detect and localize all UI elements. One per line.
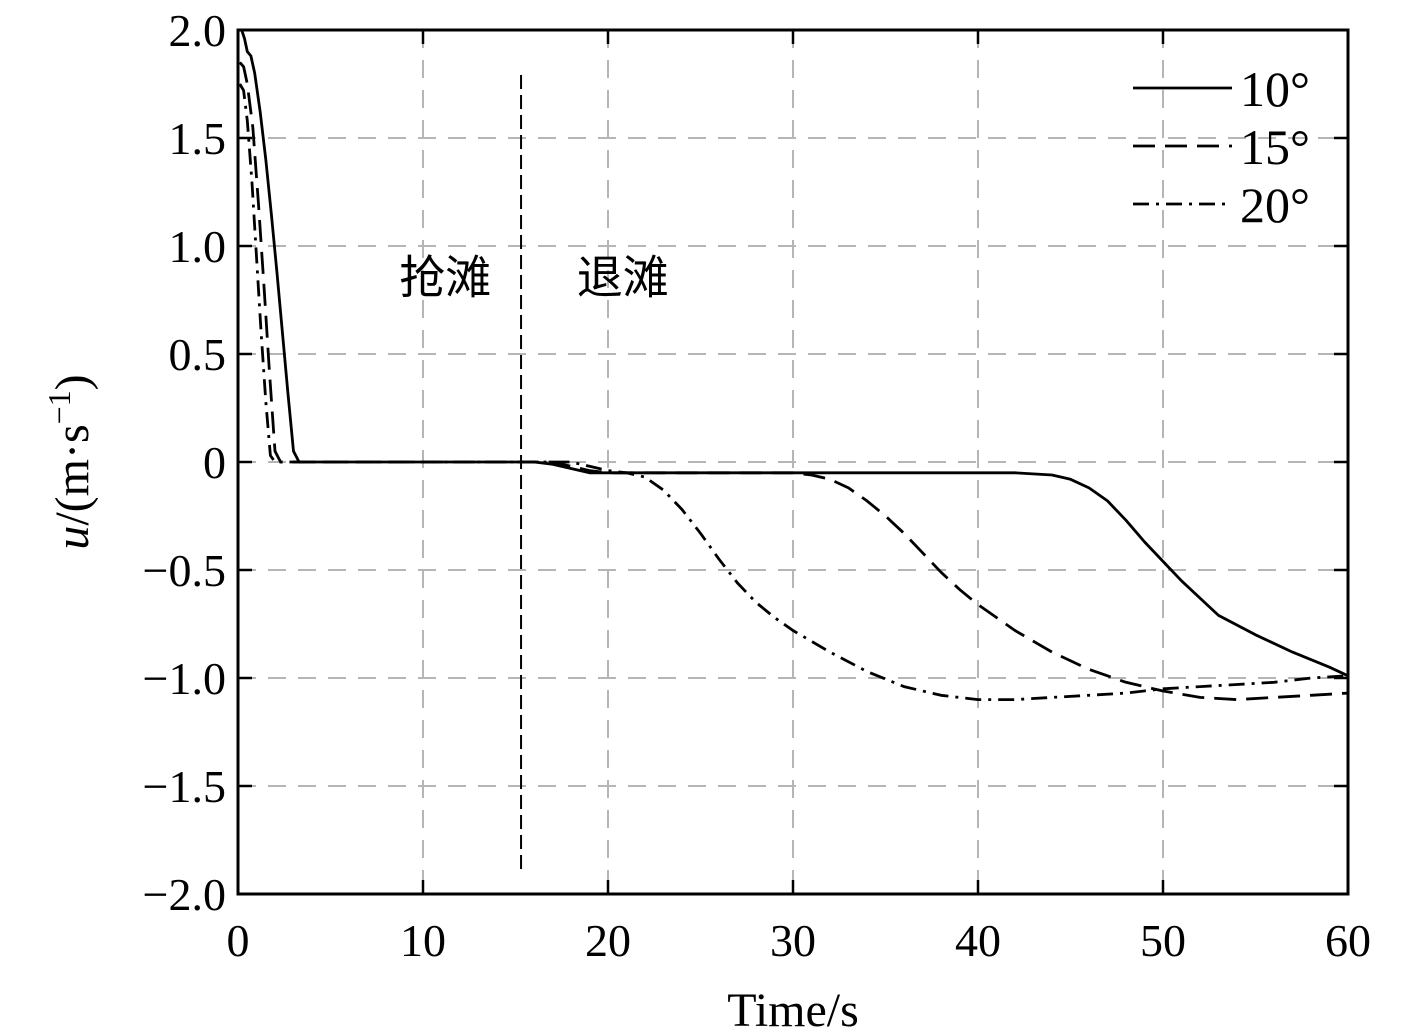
x-axis-title: Time/s (727, 984, 859, 1035)
x-tick-label: 30 (770, 915, 816, 966)
x-tick-label: 0 (227, 915, 250, 966)
y-axis-unit: /(m·s (46, 424, 99, 525)
y-tick-label: −2.0 (143, 869, 226, 920)
annotations: 抢滩 退滩 (399, 251, 669, 305)
series-line-0 (240, 29, 1349, 678)
y-tick-label: −1.0 (143, 653, 226, 704)
y-axis-title: u/(m·s−1) (41, 374, 99, 549)
y-tick-label: 0.5 (169, 329, 227, 380)
legend-label-2: 20° (1240, 177, 1310, 233)
series-line-1 (238, 61, 1349, 701)
y-axis-variable: u (46, 526, 99, 550)
y-tick-label: 1.0 (169, 221, 227, 272)
y-axis-unit-close: ) (46, 374, 99, 390)
phase-annotation-0: 抢滩 (399, 251, 491, 305)
phase-annotation-1: 退滩 (577, 251, 669, 305)
legend-label-1: 15° (1240, 119, 1310, 175)
y-tick-label: 2.0 (169, 5, 227, 56)
y-tick-label: 0 (203, 437, 226, 488)
x-tick-label: 60 (1325, 915, 1371, 966)
x-tick-label: 50 (1140, 915, 1186, 966)
x-tick-label: 10 (400, 915, 446, 966)
y-tick-label: 1.5 (169, 113, 227, 164)
y-tick-label: −1.5 (143, 761, 226, 812)
legend-label-0: 10° (1240, 61, 1310, 117)
series-lines (238, 29, 1349, 701)
y-tick-label: −0.5 (143, 545, 226, 596)
y-axis-unit-exponent: −1 (41, 390, 77, 424)
x-tick-label: 40 (955, 915, 1001, 966)
legend: 10°15°20° (1133, 61, 1310, 233)
axis-ticks: 0 10 20 30 40 50 60 2.0 1.5 1.0 0.5 0 −0.5 −1.0 −1.5 −2… (143, 5, 1371, 966)
series-line-2 (238, 83, 1349, 701)
x-tick-label: 20 (585, 915, 631, 966)
